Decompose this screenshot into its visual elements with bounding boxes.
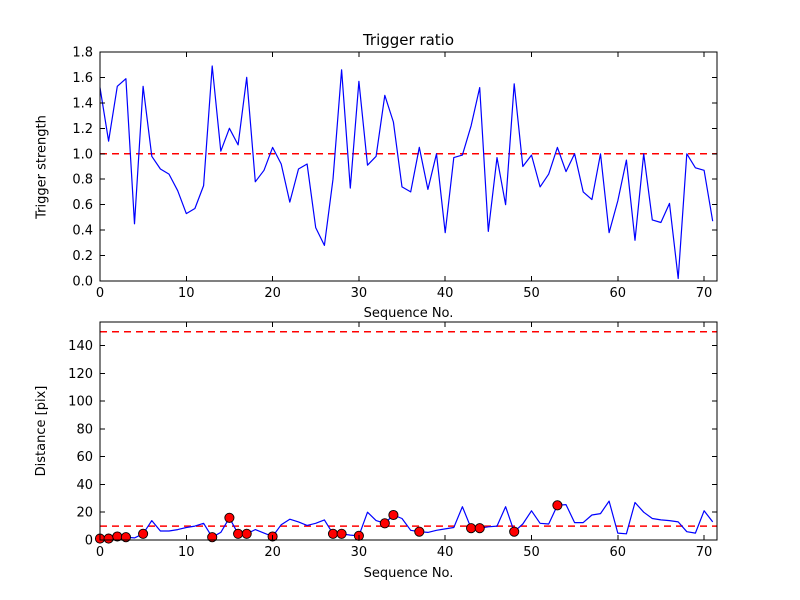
x-tick-label: 20 bbox=[264, 545, 281, 560]
x-axis-label-bottom: Sequence No. bbox=[363, 566, 454, 581]
x-tick-label: 10 bbox=[178, 286, 195, 301]
x-tick-label: 70 bbox=[696, 545, 713, 560]
y-tick-label: 0.2 bbox=[72, 249, 93, 264]
marker-point bbox=[224, 512, 235, 523]
marker-point bbox=[509, 526, 520, 537]
marker-point bbox=[103, 533, 114, 544]
y-tick-label: 40 bbox=[76, 478, 93, 493]
marker-point bbox=[138, 528, 149, 539]
y-tick-label: 1.4 bbox=[72, 96, 93, 111]
x-tick-label: 0 bbox=[96, 286, 104, 301]
y-tick-label: 100 bbox=[68, 395, 93, 410]
marker-point bbox=[414, 526, 425, 537]
axes-frame bbox=[99, 321, 718, 541]
y-tick-label: 1.6 bbox=[72, 71, 93, 86]
axes-frame bbox=[99, 51, 718, 282]
x-axis-ticks: 0 10 20 30 40 50 60 70 bbox=[96, 52, 712, 301]
y-tick-label: 140 bbox=[68, 339, 93, 354]
marker-point bbox=[466, 523, 477, 534]
series-line-distance bbox=[100, 500, 714, 540]
subplot-0: 0 10 20 30 40 50 60 70 0.0 0.2 0.4 0.6 0.8 1.0 1.2 1.4 1… bbox=[72, 46, 718, 301]
y-tick-label: 1.8 bbox=[72, 46, 93, 61]
y-tick-label: 1.0 bbox=[72, 147, 93, 162]
x-axis-ticks: 0 10 20 30 40 50 60 70 bbox=[96, 322, 712, 560]
marker-point bbox=[474, 523, 485, 534]
series-line-trigger-strength bbox=[99, 65, 714, 280]
x-tick-label: 50 bbox=[523, 545, 540, 560]
x-tick-label: 40 bbox=[437, 286, 454, 301]
marker-point bbox=[388, 509, 399, 521]
marker-point bbox=[379, 518, 390, 529]
x-tick-label: 0 bbox=[96, 545, 104, 560]
y-axis-ticks: 0.0 0.2 0.4 0.6 0.8 1.0 1.2 1.4 1.6 1.8 bbox=[72, 46, 717, 290]
y-tick-label: 0.8 bbox=[72, 173, 93, 188]
y-axis-ticks: 0 20 40 60 80 100 120 140 bbox=[68, 339, 717, 549]
x-tick-label: 10 bbox=[178, 545, 195, 560]
marker-point bbox=[552, 500, 563, 511]
x-tick-label: 70 bbox=[696, 286, 713, 301]
x-tick-label: 60 bbox=[609, 286, 626, 301]
marker-point bbox=[241, 528, 252, 539]
marker-point bbox=[336, 528, 347, 539]
subplot-1: 0 10 20 30 40 50 60 70 0 20 40 60 80 100 120 140 bbox=[68, 321, 718, 560]
y-tick-label: 80 bbox=[76, 422, 93, 437]
x-tick-label: 30 bbox=[351, 545, 368, 560]
marker-point bbox=[233, 528, 244, 539]
y-tick-label: 60 bbox=[76, 450, 93, 465]
y-tick-label: 1.2 bbox=[72, 122, 93, 137]
chart-title: Trigger ratio bbox=[362, 31, 455, 49]
x-tick-label: 20 bbox=[264, 286, 281, 301]
x-axis-label-top: Sequence No. bbox=[363, 306, 454, 321]
series-markers-trigger-events bbox=[94, 500, 563, 544]
marker-point bbox=[327, 528, 339, 539]
y-tick-label: 0.6 bbox=[72, 198, 93, 213]
y-tick-label: 0.4 bbox=[72, 224, 93, 239]
x-tick-label: 60 bbox=[609, 545, 626, 560]
y-tick-label: 0.0 bbox=[72, 275, 93, 290]
y-tick-label: 20 bbox=[76, 506, 93, 521]
x-tick-label: 50 bbox=[523, 286, 540, 301]
x-tick-label: 40 bbox=[437, 545, 454, 560]
y-tick-label: 120 bbox=[68, 367, 93, 382]
x-tick-label: 30 bbox=[351, 286, 368, 301]
y-tick-label: 0 bbox=[85, 534, 93, 549]
